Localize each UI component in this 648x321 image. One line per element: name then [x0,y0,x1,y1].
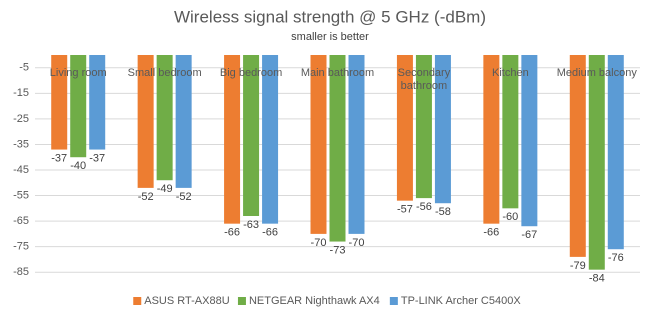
data-label: -66 [224,227,240,239]
bar [89,55,106,150]
data-label: -79 [570,260,586,272]
y-tick-label: -65 [13,215,29,227]
data-label: -76 [608,252,624,264]
data-label: -84 [589,273,605,285]
x-tick-label: Big bedroom [220,67,282,79]
data-label: -66 [262,227,278,239]
y-tick-label: -25 [13,113,29,125]
data-label: -73 [330,244,346,256]
chart-title: Wireless signal strength @ 5 GHz (-dBm) [174,7,486,26]
bar [224,55,241,224]
data-label: -70 [311,237,327,249]
bar [137,55,154,188]
legend-swatch [389,297,398,305]
y-tick-label: -85 [13,266,29,278]
x-tick-label: Medium balcony [557,67,638,79]
data-label: -58 [435,206,451,218]
legend-label: TP-LINK Archer C5400X [401,295,521,307]
bar [502,55,519,209]
x-tick-label: Secondary bathroom [398,67,451,92]
data-label: -66 [483,227,499,239]
x-tick-label: Kitchen [492,67,529,79]
data-label: -37 [89,152,105,164]
data-label: -67 [521,229,537,241]
bar [588,55,605,270]
data-label: -49 [157,183,173,195]
data-label: -60 [502,211,518,223]
bar [70,55,87,158]
bar [396,55,413,201]
legend-label: NETGEAR Nighthawk AX4 [249,295,380,307]
x-tick-label: Main bathroom [301,67,374,79]
bar [483,55,500,224]
bar [348,55,365,234]
bar [243,55,260,216]
data-label: -63 [243,219,259,231]
chart-subtitle: smaller is better [291,31,369,43]
bar [415,55,432,199]
bar [262,55,279,224]
y-tick-label: -15 [13,87,29,99]
data-label: -37 [51,152,67,164]
x-tick-label: Small bedroom [128,67,202,79]
bar [51,55,68,150]
data-label: -57 [397,204,413,216]
y-tick-label: -45 [13,164,29,176]
y-tick-label: -75 [13,241,29,253]
bar [569,55,586,257]
legend-swatch [133,297,142,305]
bar [175,55,192,188]
y-tick-label: -35 [13,138,29,150]
bar [156,55,173,181]
x-tick-label: Living room [50,67,107,79]
data-label: -52 [138,191,154,203]
data-label: -70 [349,237,365,249]
bar [607,55,624,250]
y-tick-label: -55 [13,189,29,201]
data-label: -56 [416,201,432,213]
bar [310,55,327,234]
bar [434,55,451,204]
data-label: -40 [70,160,86,172]
bar [521,55,538,227]
data-label: -52 [176,191,192,203]
y-tick-label: -5 [19,62,29,74]
legend-swatch [237,297,246,305]
bar [329,55,346,242]
legend-label: ASUS RT-AX88U [144,295,229,307]
